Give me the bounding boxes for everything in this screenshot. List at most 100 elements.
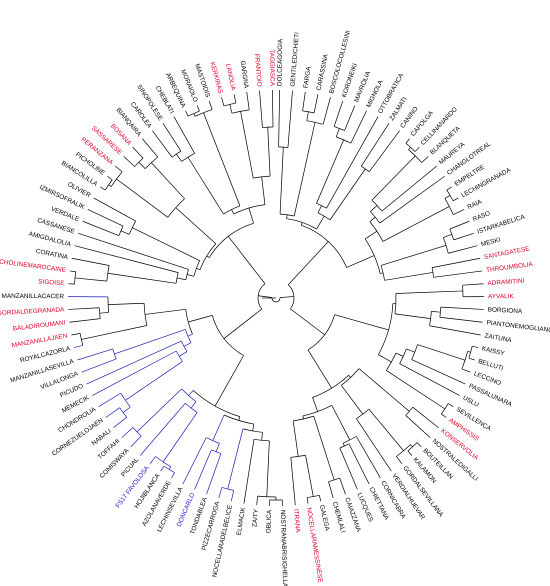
- branch-arc: [405, 142, 416, 152]
- leaf-label: AYVALIK: [488, 293, 514, 300]
- internal-branch: [183, 342, 192, 347]
- leaf-branch: [333, 100, 344, 127]
- leaf-branch: [218, 487, 223, 499]
- leaf-branch: [462, 283, 484, 286]
- leaf-branch: [107, 175, 113, 181]
- internal-branch: [193, 113, 196, 117]
- internal-branch: [368, 409, 404, 451]
- internal-branch: [196, 267, 201, 271]
- internal-branch: [203, 112, 241, 206]
- leaf-label: RAIA: [466, 198, 483, 211]
- branch-arc: [317, 212, 331, 221]
- internal-branch: [380, 244, 447, 266]
- leaf-label: CARASSINA: [316, 53, 330, 91]
- internal-branch: [348, 375, 351, 378]
- internal-branch: [81, 325, 147, 340]
- internal-branch: [229, 104, 233, 114]
- branch-arc: [386, 352, 397, 371]
- leaf-label: KERKIRAS: [208, 61, 223, 94]
- leaf-branch: [396, 456, 403, 464]
- branch-arc: [184, 329, 192, 343]
- leaf-branch: [368, 130, 400, 172]
- leaf-label: PICUDO: [59, 383, 85, 400]
- leaf-branch: [78, 233, 189, 270]
- leaf-branch: [221, 97, 225, 107]
- internal-branch: [365, 230, 378, 240]
- leaf-branch: [243, 439, 255, 504]
- leaf-label: SANTAGATESE: [483, 245, 530, 261]
- branch-arc: [253, 438, 270, 442]
- branch-arc: [468, 346, 473, 359]
- leaf-branch: [441, 413, 447, 418]
- internal-branch: [116, 178, 168, 218]
- branch-arc: [378, 303, 394, 355]
- leaf-label: USLU: [462, 395, 481, 409]
- branch-arc: [262, 126, 274, 128]
- leaf-branch: [171, 472, 175, 479]
- leaf-branch: [69, 318, 101, 323]
- internal-branch: [227, 236, 266, 284]
- leaf-branch: [182, 437, 207, 485]
- branch-arc: [223, 102, 236, 107]
- branch-arc: [342, 436, 357, 444]
- leaf-branch: [196, 105, 200, 112]
- leaf-branch: [360, 123, 390, 167]
- internal-branch: [290, 308, 325, 336]
- internal-branch: [136, 388, 182, 433]
- internal-branch: [334, 314, 389, 331]
- leaf-branch: [439, 316, 483, 323]
- leaf-label: GARGNA: [239, 60, 250, 89]
- internal-branch: [176, 277, 186, 281]
- leaf-branch: [328, 481, 334, 499]
- leaf-branch: [326, 116, 379, 209]
- internal-branch: [179, 351, 188, 357]
- leaf-branch: [81, 358, 117, 373]
- leaf-branch: [71, 257, 110, 266]
- leaf-label: FRANTOIO: [253, 54, 263, 87]
- branch-arc: [155, 456, 172, 468]
- internal-branch: [329, 168, 366, 221]
- branch-arc: [461, 351, 469, 370]
- branch-arc: [356, 409, 370, 419]
- branch-arc: [112, 348, 117, 360]
- branch-arc: [336, 136, 352, 144]
- internal-branch: [267, 127, 271, 177]
- internal-branch: [408, 147, 411, 150]
- leaf-branch: [302, 92, 306, 111]
- leaf-branch: [69, 270, 76, 273]
- internal-branch: [370, 205, 378, 212]
- tree-branches: [67, 90, 485, 506]
- leaf-branch: [405, 415, 431, 438]
- internal-branch: [231, 209, 235, 215]
- branch-arc: [312, 375, 349, 398]
- internal-branch: [384, 272, 433, 281]
- leaf-label: PICHOLINEMAROCAINE: [0, 258, 66, 274]
- leaf-branch: [416, 442, 422, 448]
- internal-branch: [175, 207, 217, 245]
- internal-branch: [300, 222, 303, 226]
- leaf-label: TAGGIASCA: [268, 49, 276, 87]
- leaf-branch: [339, 477, 346, 495]
- internal-branch: [317, 205, 322, 213]
- leaf-label: ZAITUNA: [484, 332, 513, 344]
- leaf-branch: [121, 427, 134, 438]
- leaf-branch: [379, 175, 445, 224]
- internal-branch: [99, 312, 109, 314]
- internal-branch: [382, 206, 450, 242]
- internal-branch: [122, 406, 131, 413]
- internal-branch: [214, 355, 244, 407]
- leaf-labels: DOLCEAGOGIA GENTILEDICHIETI FARGA CARASSINA…: [0, 30, 550, 586]
- leaf-branch: [414, 146, 420, 152]
- leaf-branch: [448, 403, 454, 408]
- branch-arc: [211, 449, 222, 454]
- leaf-branch: [348, 443, 370, 485]
- branch-arc: [339, 443, 350, 449]
- branch-arc: [185, 403, 198, 413]
- leaf-branch: [114, 165, 123, 173]
- leaf-label: THROUMBOLIA: [486, 261, 534, 274]
- branch-arc: [441, 403, 449, 415]
- branch-arc: [223, 414, 254, 425]
- leaf-branch: [412, 406, 439, 429]
- branch-arc: [446, 189, 454, 202]
- internal-branch: [378, 354, 392, 363]
